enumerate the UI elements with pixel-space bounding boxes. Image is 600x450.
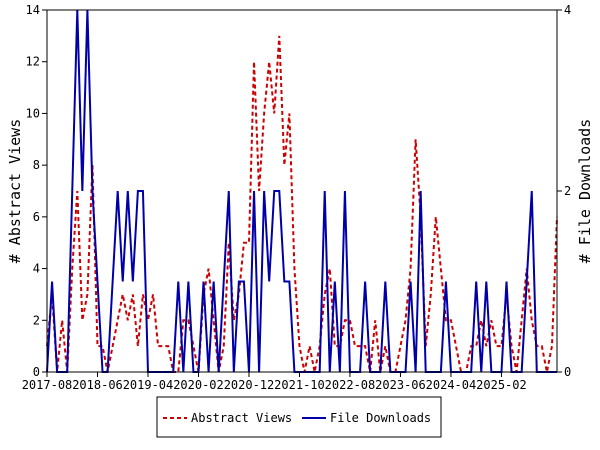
y-left-tick-label: 10 [26,106,40,120]
y-right-tick-label: 2 [564,184,571,198]
x-tick-label: 2017-08 [22,378,73,392]
plot-area [47,10,557,372]
x-tick-label: 2024-04 [426,378,477,392]
y-right-tick-label: 4 [564,3,571,17]
legend-label-file-downloads: File Downloads [330,411,431,425]
y-left-tick-label: 14 [26,3,40,17]
legend-label-abstract-views: Abstract Views [191,411,292,425]
y-left-axis-title: # Abstract Views [6,119,24,264]
y-right-axis-title: # File Downloads [576,119,594,264]
legend: Abstract Views File Downloads [156,396,442,438]
y-left-tick-label: 12 [26,55,40,69]
y-left-tick-label: 8 [33,158,40,172]
y-left-tick-label: 4 [33,262,40,276]
y-left-tick-label: 2 [33,313,40,327]
y-left-tick-label: 0 [33,365,40,379]
x-tick-label: 2021-10 [274,378,325,392]
legend-box [156,396,442,438]
y-right-tick-label: 0 [564,365,571,379]
x-tick-label: 2020-02 [173,378,224,392]
x-tick-label: 2025-02 [476,378,527,392]
x-tick-label: 2018-06 [72,378,123,392]
x-tick-label: 2019-04 [123,378,174,392]
x-tick-label: 2022-08 [325,378,376,392]
y-left-tick-label: 6 [33,210,40,224]
x-tick-label: 2023-06 [375,378,426,392]
x-tick-label: 2020-12 [224,378,275,392]
